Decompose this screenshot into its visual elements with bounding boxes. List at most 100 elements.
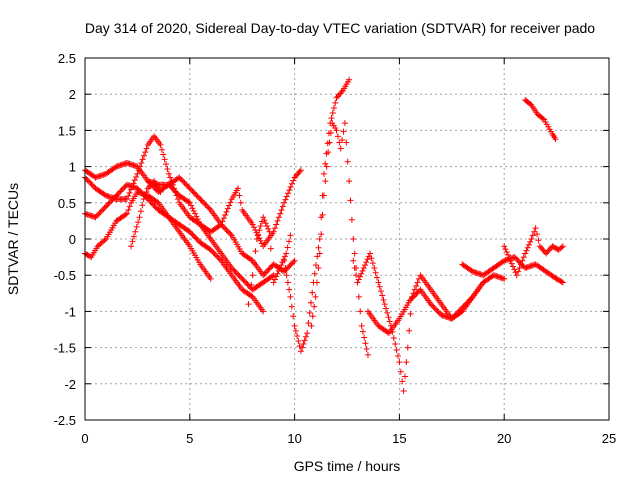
data-point bbox=[123, 196, 130, 203]
data-point bbox=[351, 250, 358, 257]
data-point bbox=[552, 136, 559, 143]
data-point bbox=[143, 188, 150, 195]
series-track-2 bbox=[82, 133, 277, 293]
data-point bbox=[480, 279, 487, 286]
data-point bbox=[248, 281, 255, 288]
series-track-11 bbox=[364, 279, 487, 337]
data-point bbox=[506, 254, 513, 261]
data-point bbox=[151, 202, 158, 209]
data-point bbox=[362, 262, 369, 269]
data-point bbox=[540, 247, 547, 254]
data-point bbox=[261, 217, 268, 224]
data-point bbox=[283, 272, 290, 279]
data-point bbox=[228, 264, 235, 271]
data-point bbox=[408, 296, 415, 303]
data-point bbox=[224, 205, 231, 212]
data-point bbox=[134, 170, 141, 177]
data-point bbox=[258, 218, 265, 225]
data-point bbox=[83, 251, 90, 258]
data-point bbox=[274, 270, 281, 277]
data-point bbox=[185, 198, 192, 205]
data-point bbox=[386, 318, 393, 325]
data-point bbox=[406, 297, 413, 304]
data-point bbox=[84, 251, 91, 258]
data-point bbox=[199, 198, 206, 205]
data-point bbox=[122, 211, 129, 218]
data-point bbox=[338, 89, 345, 96]
data-point bbox=[245, 301, 252, 308]
data-point bbox=[461, 302, 468, 309]
data-point bbox=[341, 120, 348, 127]
data-point bbox=[319, 211, 326, 218]
data-point bbox=[375, 279, 382, 286]
data-point bbox=[248, 256, 255, 263]
data-point bbox=[292, 327, 299, 334]
data-point bbox=[93, 212, 100, 219]
data-point bbox=[269, 273, 276, 280]
data-point bbox=[316, 236, 323, 242]
data-point bbox=[263, 222, 270, 229]
data-point bbox=[177, 175, 184, 182]
data-point bbox=[284, 244, 291, 251]
series-track-4 bbox=[82, 188, 214, 282]
data-point bbox=[551, 244, 558, 251]
series-track-13 bbox=[501, 225, 566, 279]
data-point bbox=[193, 235, 200, 242]
data-point bbox=[558, 244, 565, 251]
data-point bbox=[382, 305, 389, 312]
data-point bbox=[181, 179, 188, 186]
data-point bbox=[96, 210, 103, 217]
data-point bbox=[318, 231, 325, 238]
data-point bbox=[361, 334, 368, 341]
data-point bbox=[197, 196, 204, 203]
data-point bbox=[253, 236, 260, 242]
data-point bbox=[286, 238, 293, 245]
data-point bbox=[89, 182, 96, 189]
data-point bbox=[160, 151, 167, 158]
data-point bbox=[168, 184, 175, 191]
data-point bbox=[369, 260, 376, 267]
data-point bbox=[367, 250, 374, 257]
data-point bbox=[139, 156, 146, 163]
data-point bbox=[504, 251, 511, 258]
data-point bbox=[364, 351, 371, 358]
data-point bbox=[104, 202, 111, 209]
data-point bbox=[281, 257, 288, 264]
data-point bbox=[407, 310, 414, 317]
data-point bbox=[372, 269, 379, 276]
data-point bbox=[358, 322, 365, 329]
data-point bbox=[539, 115, 546, 122]
data-point bbox=[237, 199, 244, 206]
data-point bbox=[333, 94, 340, 101]
data-point bbox=[337, 145, 344, 152]
y-tick-label: 2 bbox=[69, 87, 76, 102]
data-point bbox=[294, 333, 301, 340]
data-point bbox=[430, 303, 437, 310]
data-point bbox=[274, 217, 281, 224]
data-point bbox=[290, 259, 297, 266]
data-point bbox=[305, 319, 312, 326]
data-point bbox=[186, 199, 193, 206]
data-point bbox=[194, 216, 201, 223]
data-point bbox=[528, 236, 535, 242]
data-point bbox=[559, 243, 566, 250]
data-point bbox=[189, 188, 196, 195]
data-point bbox=[339, 137, 346, 144]
data-point bbox=[137, 163, 144, 170]
data-point bbox=[139, 202, 146, 209]
data-point bbox=[231, 267, 238, 274]
data-point bbox=[322, 178, 329, 185]
data-point bbox=[190, 189, 197, 196]
data-point bbox=[215, 255, 222, 262]
data-point bbox=[286, 286, 293, 293]
data-point bbox=[142, 149, 149, 156]
data-point bbox=[95, 211, 102, 218]
data-point bbox=[544, 249, 551, 256]
x-axis-ticks: 0 5 10 15 20 25 bbox=[81, 58, 616, 446]
data-point bbox=[355, 276, 362, 283]
data-point bbox=[193, 192, 200, 199]
data-point bbox=[358, 270, 365, 277]
data-point bbox=[527, 238, 534, 245]
data-point bbox=[295, 338, 302, 345]
data-point bbox=[265, 266, 272, 273]
